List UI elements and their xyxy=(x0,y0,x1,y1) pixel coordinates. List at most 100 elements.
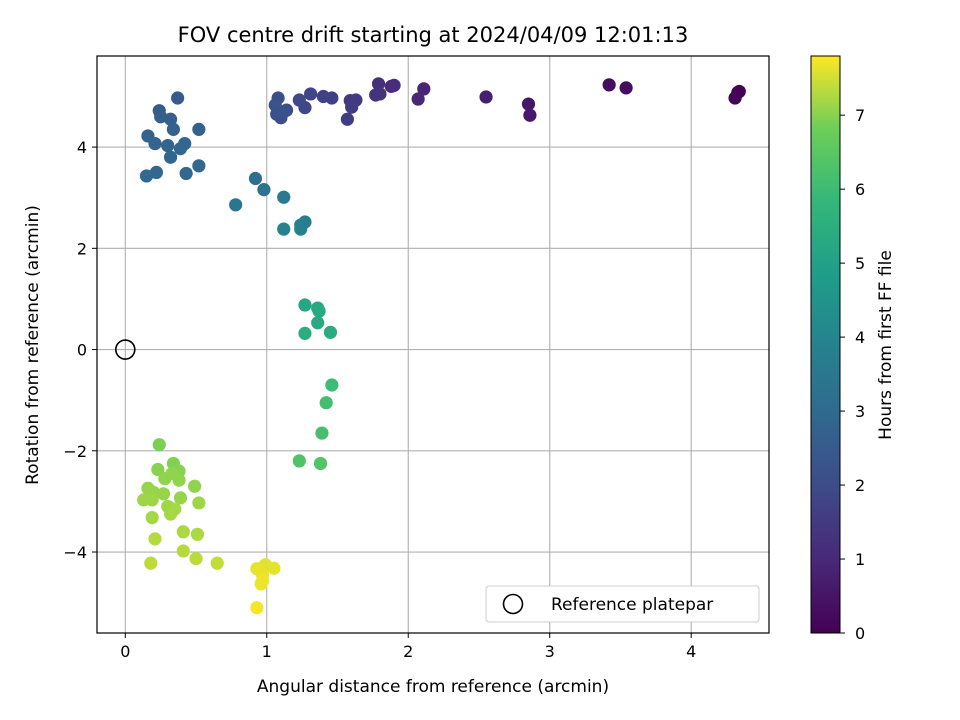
y-tick-label: 2 xyxy=(77,239,87,258)
scatter-point xyxy=(371,77,386,91)
scatter-point xyxy=(171,91,185,105)
colorbar-tick-label: 4 xyxy=(855,328,865,347)
scatter-point xyxy=(250,601,264,615)
x-axis-label: Angular distance from reference (arcmin) xyxy=(257,677,609,697)
scatter-point xyxy=(304,87,318,101)
scatter-point xyxy=(156,487,171,501)
chart-title: FOV centre drift starting at 2024/04/09 … xyxy=(178,23,689,47)
scatter-point xyxy=(190,527,205,541)
scatter-point xyxy=(151,462,165,477)
legend-box xyxy=(485,585,760,623)
scatter-point xyxy=(319,396,333,410)
scatter-point xyxy=(728,91,742,105)
scatter-point xyxy=(479,90,493,104)
colorbar-gradient xyxy=(810,55,841,634)
scatter-point xyxy=(369,88,383,102)
scatter-point xyxy=(148,532,162,546)
y-axis-ticks: −4 −2 0 2 4 xyxy=(63,138,97,562)
scatter-point xyxy=(387,78,401,92)
legend: Reference platepar xyxy=(485,585,760,623)
colorbar-tick-label: 5 xyxy=(855,254,865,273)
scatter-points xyxy=(137,77,746,615)
scatter-point xyxy=(172,473,186,487)
y-axis-label: Rotation from reference (arcmin) xyxy=(23,205,43,485)
scatter-point xyxy=(325,378,339,392)
x-tick-label: 2 xyxy=(403,642,413,661)
scatter-point xyxy=(145,493,159,507)
scatter-point xyxy=(277,222,291,236)
scatter-point xyxy=(158,472,172,486)
reference-point-marker xyxy=(114,339,136,360)
scatter-point xyxy=(163,507,178,521)
x-tick-label: 0 xyxy=(120,642,130,661)
scatter-point xyxy=(277,190,291,204)
scatter-point xyxy=(173,491,188,505)
scatter-point xyxy=(176,525,190,539)
scatter-point xyxy=(189,551,203,566)
x-axis-ticks: 0 1 2 3 4 xyxy=(120,633,696,661)
colorbar: 0 1 2 3 4 5 6 7 Hours from first FF file xyxy=(810,55,896,643)
scatter-point xyxy=(173,142,188,156)
scatter-point xyxy=(292,93,306,107)
y-tick-label: 0 xyxy=(77,341,87,360)
scatter-point xyxy=(417,82,431,96)
scatter-point xyxy=(139,169,154,183)
scatter-point xyxy=(316,89,330,104)
scatter-point xyxy=(257,183,271,197)
scatter-point xyxy=(267,561,281,575)
grid-lines xyxy=(97,56,769,633)
scatter-point xyxy=(523,108,537,122)
legend-entry-reference: Reference platepar xyxy=(551,595,713,615)
scatter-point xyxy=(161,138,175,153)
x-tick-label: 1 xyxy=(262,642,272,661)
y-tick-label: −4 xyxy=(63,543,87,562)
scatter-point xyxy=(292,454,306,468)
scatter-point xyxy=(229,198,243,212)
scatter-point xyxy=(298,298,312,312)
colorbar-tick-label: 6 xyxy=(855,180,865,199)
scatter-point xyxy=(255,574,270,588)
x-tick-label: 3 xyxy=(545,642,555,661)
colorbar-tick-label: 7 xyxy=(855,106,865,125)
scatter-point xyxy=(345,100,359,114)
y-tick-label: 4 xyxy=(77,138,87,157)
legend-marker-icon xyxy=(502,593,524,615)
scatter-point xyxy=(323,325,338,339)
scatter-point xyxy=(192,496,206,510)
scatter-point xyxy=(294,222,308,236)
scatter-point xyxy=(315,426,329,440)
scatter-point xyxy=(188,479,202,493)
scatter-point xyxy=(192,122,206,136)
colorbar-tick-label: 2 xyxy=(855,476,865,495)
scatter-point xyxy=(166,122,180,136)
plot-frame xyxy=(96,55,770,634)
colorbar-ticks: 0 1 2 3 4 5 6 7 xyxy=(840,106,865,643)
colorbar-tick-label: 3 xyxy=(855,402,865,421)
scatter-point xyxy=(149,165,164,180)
scatter-point xyxy=(248,171,263,186)
scatter-point xyxy=(313,456,328,471)
scatter-point xyxy=(176,544,190,558)
y-tick-label: −2 xyxy=(63,442,87,461)
scatter-point xyxy=(602,78,616,92)
scatter-point xyxy=(192,159,206,173)
scatter-point xyxy=(163,150,178,164)
scatter-point xyxy=(152,438,166,452)
scatter-point xyxy=(277,105,291,119)
scatter-point xyxy=(340,112,355,126)
scatter-point xyxy=(521,97,536,111)
scatter-point xyxy=(312,304,326,318)
scatter-point xyxy=(145,510,159,525)
scatter-point xyxy=(148,136,162,151)
scatter-point xyxy=(210,556,224,570)
colorbar-label: Hours from first FF file xyxy=(876,250,896,440)
scatter-point xyxy=(619,81,633,95)
scatter-point xyxy=(411,92,425,106)
colorbar-tick-label: 0 xyxy=(855,624,865,643)
x-tick-label: 4 xyxy=(686,642,696,661)
scatter-point xyxy=(311,316,325,330)
scatter-point xyxy=(163,112,178,126)
scatter-point xyxy=(154,110,168,124)
scatter-point xyxy=(298,326,312,340)
